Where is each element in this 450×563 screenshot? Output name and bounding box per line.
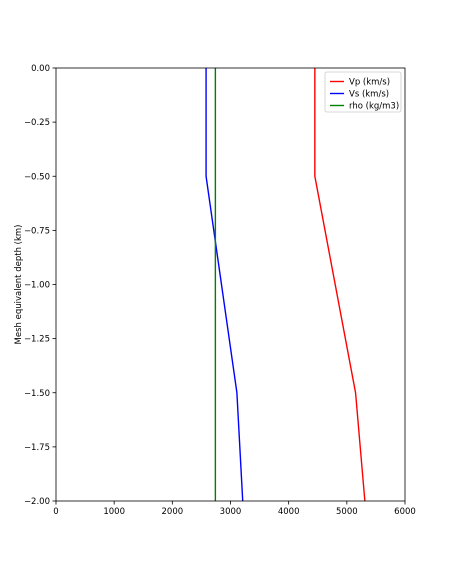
series-layer	[205, 68, 366, 502]
series-line-0	[314, 68, 366, 502]
x-tick-label: 5000	[336, 507, 358, 517]
y-tick-label: −1.50	[24, 389, 50, 399]
y-tick-label: −0.50	[24, 172, 50, 182]
x-tick-label: 4000	[278, 507, 300, 517]
legend-label-0: Vp (km/s)	[349, 78, 390, 88]
x-axis: 0 1000 2000 3000 4000 5000 6000	[53, 501, 416, 517]
legend-label-1: Vs (km/s)	[349, 90, 389, 100]
y-tick-label: 0.00	[31, 64, 50, 74]
y-axis-label: Mesh equivalent depth (km)	[14, 225, 24, 345]
x-tick-label: 6000	[394, 507, 416, 517]
x-tick-label: 3000	[220, 507, 242, 517]
x-tick-label: 0	[53, 507, 58, 517]
y-tick-label: −0.75	[24, 226, 50, 236]
legend: Vp (km/s) Vs (km/s) rho (kg/m3)	[324, 71, 402, 113]
x-tick-label: 2000	[162, 507, 184, 517]
x-tick-label: 1000	[103, 507, 125, 517]
y-tick-label: −1.75	[24, 443, 50, 453]
y-tick-label: −1.00	[24, 281, 50, 291]
y-axis: 0.00 −0.25 −0.50 −0.75 −1.00 −1.25 −1.50 −1.75 −…	[24, 64, 56, 507]
legend-label-2: rho (kg/m3)	[349, 102, 399, 112]
series-line-1	[205, 68, 244, 502]
y-tick-label: −1.25	[24, 335, 50, 345]
y-tick-label: −2.00	[24, 497, 50, 507]
plot-frame	[55, 67, 406, 502]
y-tick-label: −0.25	[24, 118, 50, 128]
